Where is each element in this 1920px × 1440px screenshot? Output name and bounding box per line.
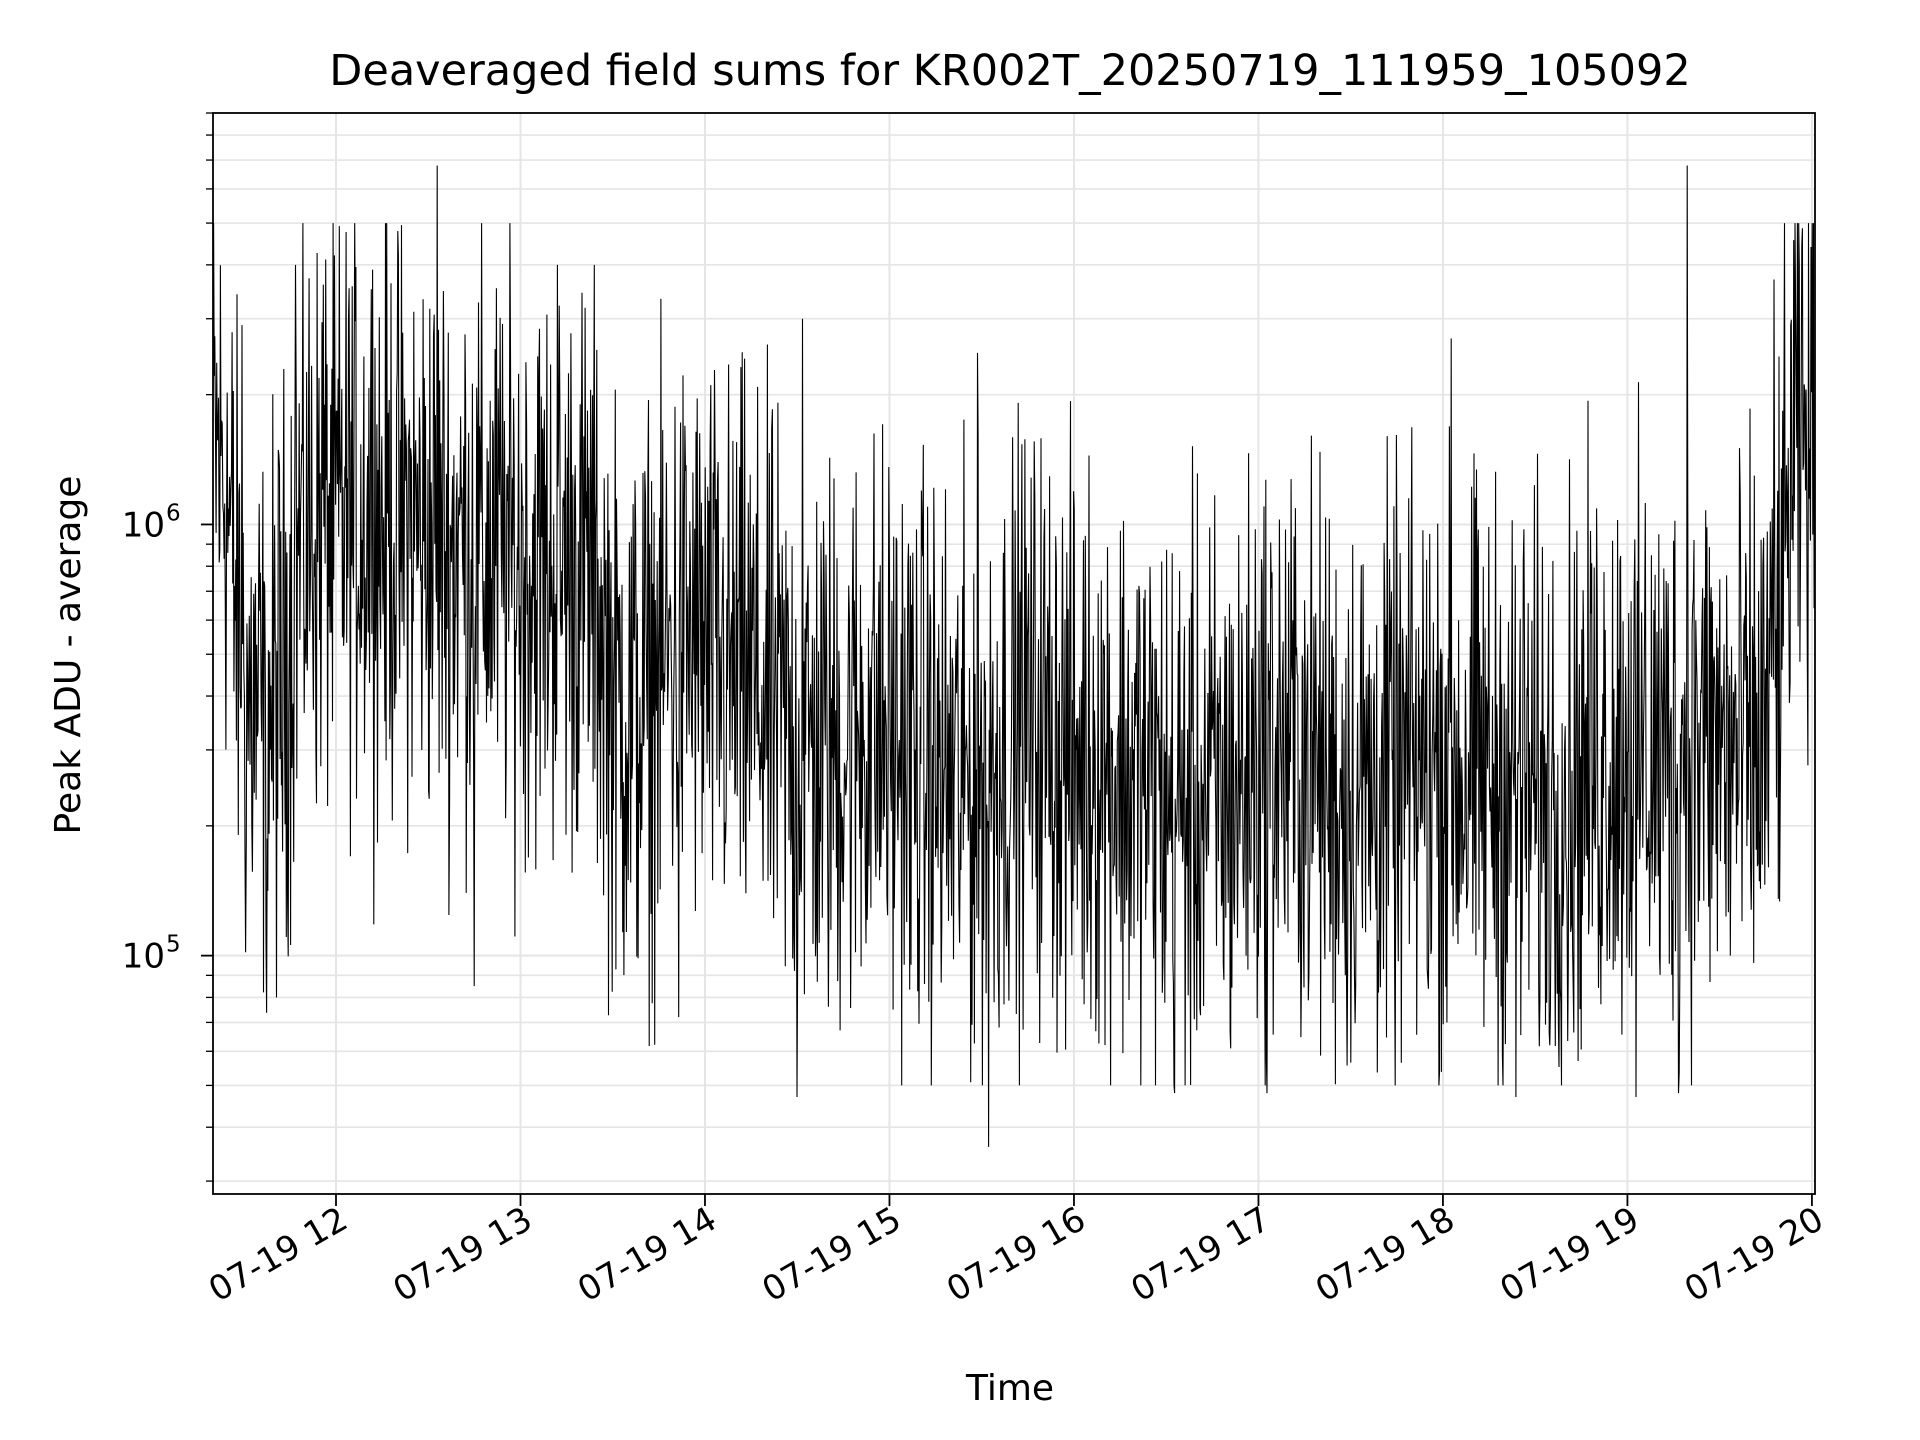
series-line (212, 165, 1815, 1147)
y-axis-label: Peak ADU - average (48, 476, 89, 835)
y-tick-label: 10 (122, 505, 165, 545)
axis-ticks (201, 112, 1813, 1206)
y-tick-label-exponent: 6 (166, 500, 181, 526)
y-tick-label-exponent: 5 (166, 932, 181, 958)
chart-title: Deaveraged field sums for KR002T_2025071… (329, 46, 1691, 96)
x-axis-label: Time (965, 1368, 1054, 1409)
plot-frame (212, 112, 1816, 1195)
data-series (212, 165, 1815, 1147)
y-tick-label: 10 (122, 937, 165, 977)
